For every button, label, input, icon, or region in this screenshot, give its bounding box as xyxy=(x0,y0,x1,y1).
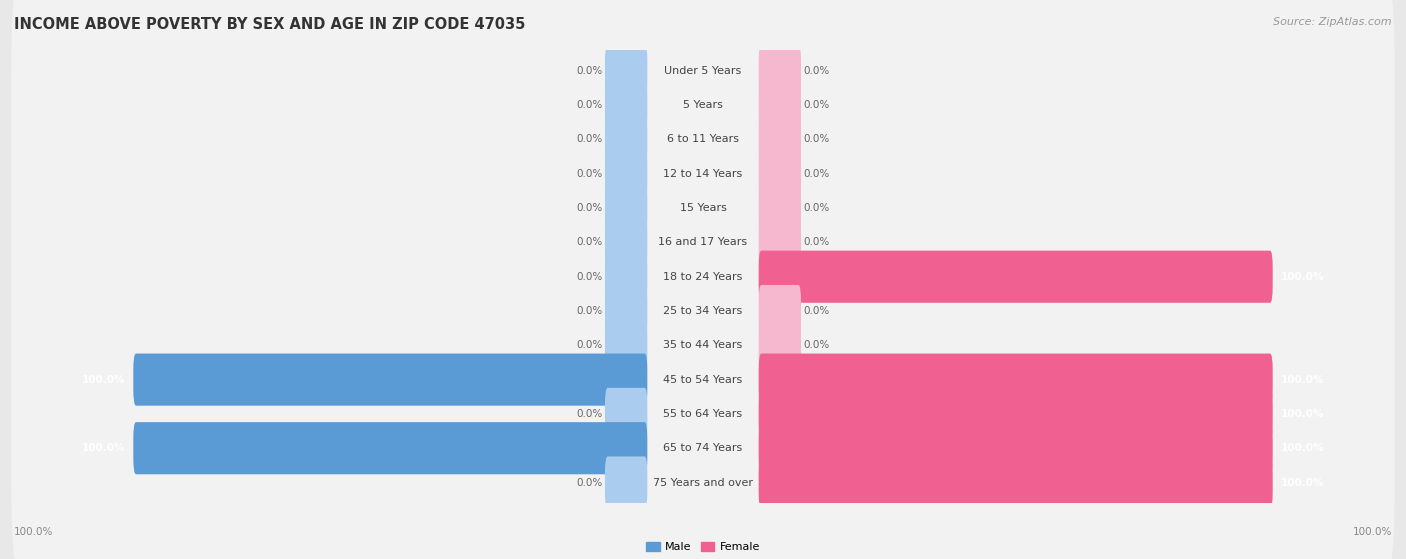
Text: 0.0%: 0.0% xyxy=(576,203,602,213)
FancyBboxPatch shape xyxy=(759,148,801,200)
Text: 0.0%: 0.0% xyxy=(576,306,602,316)
FancyBboxPatch shape xyxy=(11,279,1395,481)
Text: 0.0%: 0.0% xyxy=(576,169,602,179)
Text: 0.0%: 0.0% xyxy=(576,340,602,350)
Text: 100.0%: 100.0% xyxy=(1353,527,1392,537)
Text: Under 5 Years: Under 5 Years xyxy=(665,66,741,76)
FancyBboxPatch shape xyxy=(11,0,1395,172)
FancyBboxPatch shape xyxy=(605,148,647,200)
FancyBboxPatch shape xyxy=(759,113,801,165)
FancyBboxPatch shape xyxy=(134,422,647,474)
Text: 55 to 64 Years: 55 to 64 Years xyxy=(664,409,742,419)
FancyBboxPatch shape xyxy=(605,388,647,440)
Text: 100.0%: 100.0% xyxy=(14,527,53,537)
FancyBboxPatch shape xyxy=(759,79,801,131)
FancyBboxPatch shape xyxy=(11,39,1395,240)
FancyBboxPatch shape xyxy=(759,353,1272,406)
FancyBboxPatch shape xyxy=(605,250,647,303)
FancyBboxPatch shape xyxy=(134,353,647,406)
FancyBboxPatch shape xyxy=(605,285,647,337)
Text: 0.0%: 0.0% xyxy=(804,203,830,213)
Text: 100.0%: 100.0% xyxy=(82,375,125,385)
Text: 12 to 14 Years: 12 to 14 Years xyxy=(664,169,742,179)
FancyBboxPatch shape xyxy=(11,73,1395,274)
Text: 0.0%: 0.0% xyxy=(804,306,830,316)
FancyBboxPatch shape xyxy=(11,313,1395,515)
FancyBboxPatch shape xyxy=(605,319,647,371)
FancyBboxPatch shape xyxy=(11,210,1395,412)
FancyBboxPatch shape xyxy=(759,388,1272,440)
Legend: Male, Female: Male, Female xyxy=(641,537,765,556)
FancyBboxPatch shape xyxy=(11,107,1395,309)
Text: INCOME ABOVE POVERTY BY SEX AND AGE IN ZIP CODE 47035: INCOME ABOVE POVERTY BY SEX AND AGE IN Z… xyxy=(14,17,526,32)
Text: 75 Years and over: 75 Years and over xyxy=(652,477,754,487)
Text: 0.0%: 0.0% xyxy=(576,100,602,110)
Text: 100.0%: 100.0% xyxy=(1281,443,1324,453)
Text: 0.0%: 0.0% xyxy=(576,66,602,76)
FancyBboxPatch shape xyxy=(605,79,647,131)
FancyBboxPatch shape xyxy=(759,422,1272,474)
Text: 6 to 11 Years: 6 to 11 Years xyxy=(666,135,740,144)
FancyBboxPatch shape xyxy=(759,457,1272,509)
Text: 0.0%: 0.0% xyxy=(804,238,830,248)
Text: 25 to 34 Years: 25 to 34 Years xyxy=(664,306,742,316)
FancyBboxPatch shape xyxy=(11,4,1395,206)
Text: Source: ZipAtlas.com: Source: ZipAtlas.com xyxy=(1274,17,1392,27)
Text: 0.0%: 0.0% xyxy=(576,409,602,419)
Text: 0.0%: 0.0% xyxy=(576,272,602,282)
FancyBboxPatch shape xyxy=(11,382,1395,559)
Text: 100.0%: 100.0% xyxy=(82,443,125,453)
FancyBboxPatch shape xyxy=(759,45,801,97)
FancyBboxPatch shape xyxy=(759,319,801,371)
Text: 0.0%: 0.0% xyxy=(804,340,830,350)
FancyBboxPatch shape xyxy=(11,347,1395,549)
FancyBboxPatch shape xyxy=(759,250,1272,303)
Text: 100.0%: 100.0% xyxy=(1281,272,1324,282)
Text: 16 and 17 Years: 16 and 17 Years xyxy=(658,238,748,248)
FancyBboxPatch shape xyxy=(759,285,801,337)
FancyBboxPatch shape xyxy=(605,457,647,509)
Text: 0.0%: 0.0% xyxy=(576,477,602,487)
Text: 100.0%: 100.0% xyxy=(1281,409,1324,419)
Text: 65 to 74 Years: 65 to 74 Years xyxy=(664,443,742,453)
Text: 0.0%: 0.0% xyxy=(804,135,830,144)
Text: 35 to 44 Years: 35 to 44 Years xyxy=(664,340,742,350)
FancyBboxPatch shape xyxy=(11,176,1395,377)
Text: 5 Years: 5 Years xyxy=(683,100,723,110)
Text: 0.0%: 0.0% xyxy=(576,238,602,248)
FancyBboxPatch shape xyxy=(759,216,801,268)
Text: 15 Years: 15 Years xyxy=(679,203,727,213)
FancyBboxPatch shape xyxy=(605,45,647,97)
Text: 18 to 24 Years: 18 to 24 Years xyxy=(664,272,742,282)
Text: 45 to 54 Years: 45 to 54 Years xyxy=(664,375,742,385)
FancyBboxPatch shape xyxy=(11,244,1395,446)
Text: 0.0%: 0.0% xyxy=(576,135,602,144)
Text: 0.0%: 0.0% xyxy=(804,66,830,76)
Text: 0.0%: 0.0% xyxy=(804,100,830,110)
Text: 0.0%: 0.0% xyxy=(804,169,830,179)
Text: 100.0%: 100.0% xyxy=(1281,477,1324,487)
FancyBboxPatch shape xyxy=(605,216,647,268)
FancyBboxPatch shape xyxy=(759,182,801,234)
FancyBboxPatch shape xyxy=(605,113,647,165)
Text: 100.0%: 100.0% xyxy=(1281,375,1324,385)
FancyBboxPatch shape xyxy=(11,141,1395,343)
FancyBboxPatch shape xyxy=(605,182,647,234)
